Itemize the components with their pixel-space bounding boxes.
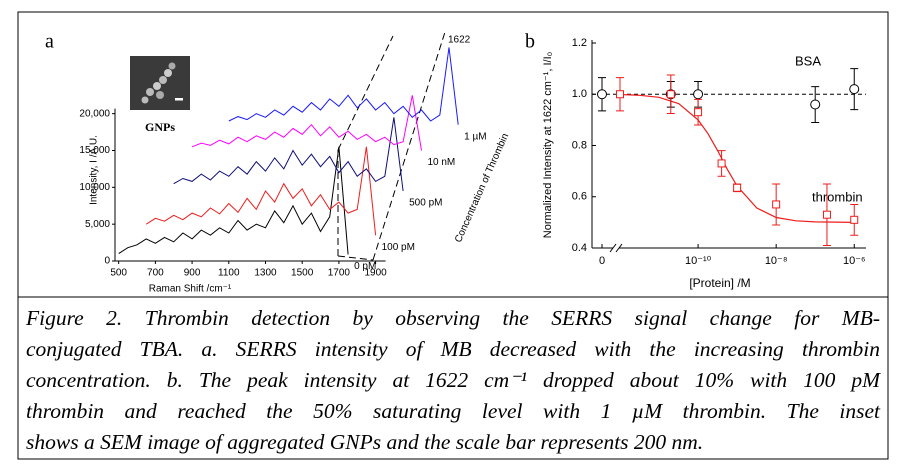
y-tick-label: 20,000	[79, 108, 110, 119]
inset-label: GNPs	[145, 120, 175, 134]
spectrum	[145, 146, 377, 236]
series-label: 10 nM	[427, 157, 455, 168]
axis-break	[615, 243, 623, 253]
y-tick-label: 5,000	[85, 219, 110, 230]
marker	[850, 215, 859, 224]
frame	[17, 11, 889, 460]
series-label: BSA	[795, 53, 821, 68]
x-tick-label: 500	[110, 268, 127, 279]
particle	[159, 76, 167, 84]
x-tick-label: 900	[184, 268, 201, 279]
y-tick-label: 10,000	[79, 182, 110, 193]
x-tick-label: 10⁻⁶	[843, 255, 866, 267]
series-label: 100 pM	[382, 242, 415, 253]
guide-line	[337, 255, 374, 261]
x-axis-title: Raman Shift /cm⁻¹	[149, 284, 232, 295]
spectrum	[118, 146, 349, 255]
y-tick-label: 1.2	[572, 37, 587, 49]
particle	[164, 69, 172, 77]
spectrum	[228, 47, 459, 125]
marker	[849, 84, 860, 95]
x-axis-title: [Protein] /M	[689, 276, 750, 290]
guide-line	[372, 31, 446, 261]
y-axis-title: Intensity, I /A.U.	[89, 135, 100, 205]
marker	[597, 89, 607, 100]
particle	[168, 62, 176, 70]
x-tick-label: 700	[147, 268, 164, 279]
caption-line: Figure 2. Thrombin detection by observin…	[26, 306, 880, 330]
axis-annotation: Concentration of Thrombin	[453, 132, 511, 244]
particle	[153, 82, 161, 90]
axis-break	[609, 243, 617, 253]
series-label: 1 µM	[464, 131, 486, 142]
particle	[141, 96, 149, 104]
guide-lines	[337, 31, 446, 261]
marker	[693, 89, 704, 100]
panel-label: a	[45, 31, 54, 53]
x-tick-label: 0	[599, 255, 605, 267]
marker	[616, 90, 624, 99]
x-tick-label: 10⁻¹⁰	[685, 255, 712, 267]
series-label: 0 pM	[354, 261, 376, 272]
x-tick-label: 1100	[218, 268, 240, 279]
particle	[146, 88, 154, 96]
y-tick-label: 0.8	[572, 139, 587, 151]
y-tick-label: 0.6	[572, 191, 587, 203]
y-tick-label: 15,000	[79, 145, 110, 156]
y-tick-label: 0.4	[572, 242, 587, 254]
particle	[156, 91, 164, 99]
spectrum	[173, 117, 404, 192]
y-tick-label: 0	[104, 256, 110, 267]
scale-bar	[175, 98, 183, 101]
marker	[733, 183, 742, 192]
x-tick-label: 1500	[291, 268, 314, 279]
series-label: 500 pM	[409, 198, 442, 209]
caption-line: shows a SEM image of aggregated GNPs and…	[26, 430, 704, 454]
marker	[717, 159, 726, 168]
x-tick-label: 1300	[254, 268, 277, 279]
y-tick-label: 1.0	[572, 88, 587, 100]
marker	[666, 90, 675, 99]
fit-curve	[619, 93, 855, 223]
y-axis-title: Normalized Intensity at 1622 cm⁻¹, I/I₀	[542, 52, 554, 238]
x-tick-label: 1700	[328, 268, 351, 279]
guide-line	[337, 35, 394, 151]
inset: GNPs	[130, 56, 190, 134]
series-label: thrombin	[812, 189, 863, 204]
caption-line: concentration. b. The peak intensity at …	[26, 368, 880, 392]
caption-line: thrombin and reached the 50% saturating …	[26, 399, 880, 423]
peak-label: 1622	[448, 35, 471, 46]
panel-label: b	[525, 31, 535, 53]
marker	[822, 210, 831, 219]
caption-line: conjugated TBA. a. SERRS intensity of MB…	[26, 337, 880, 361]
x-tick-label: 10⁻⁸	[765, 255, 788, 267]
marker	[810, 99, 821, 110]
marker	[772, 200, 781, 209]
spectrum	[191, 95, 422, 151]
x-tick-label: 1900	[364, 268, 387, 279]
marker	[694, 108, 703, 117]
inset-image	[130, 56, 190, 110]
